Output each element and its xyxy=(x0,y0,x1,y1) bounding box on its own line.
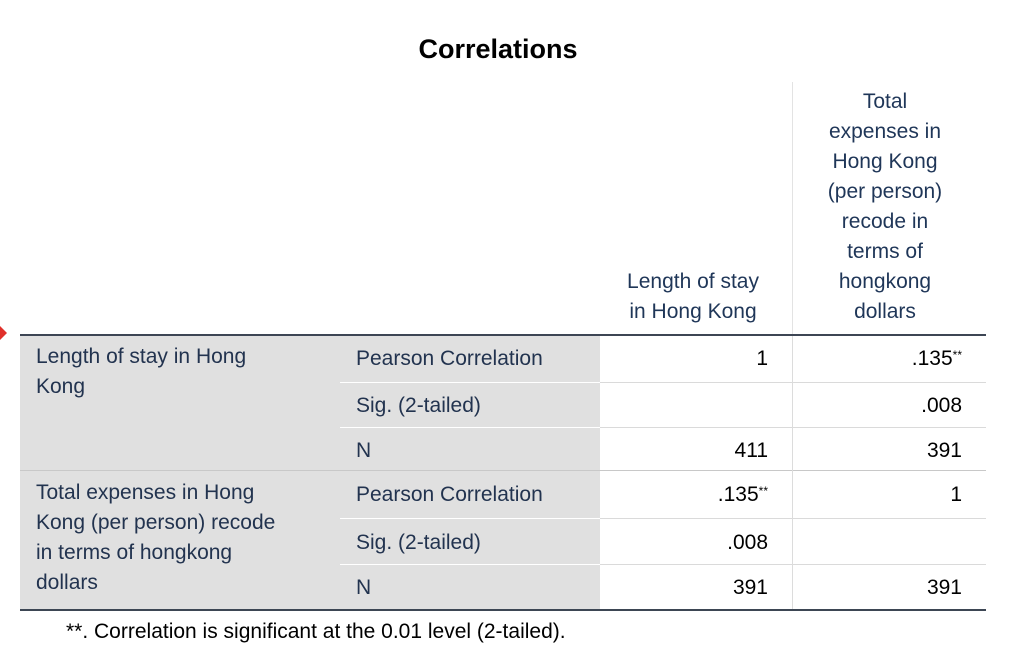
stat-label-sig: Sig. (2-tailed) xyxy=(356,531,481,554)
col-header-total-expenses: Total expenses in Hong Kong (per person)… xyxy=(827,90,943,323)
cell-value: .008 xyxy=(727,531,768,554)
stat-label-n: N xyxy=(356,576,372,599)
cell-value: 391 xyxy=(926,439,962,462)
col-header-length-of-stay: Length of stay in Hong Kong xyxy=(627,270,759,323)
row-separator-data xyxy=(600,382,986,383)
cell-value: 1 xyxy=(950,483,962,506)
stat-label-pearson: Pearson Correlation xyxy=(356,483,543,506)
cell-value: 1 xyxy=(756,347,768,370)
table-title: Correlations xyxy=(418,34,578,64)
row-separator-data xyxy=(600,564,986,565)
cell-value: .135** xyxy=(911,347,962,370)
row-group-label-total-expenses: Total expenses in Hong Kong (per person)… xyxy=(36,481,276,594)
row-group-label-length-of-stay: Length of stay in Hong Kong xyxy=(36,345,247,398)
cell-value: .135** xyxy=(717,483,768,506)
table-footnote: **. Correlation is significant at the 0.… xyxy=(66,620,566,643)
stat-label-n: N xyxy=(356,439,372,462)
table-top-border xyxy=(20,334,986,336)
row-separator-data xyxy=(600,518,986,519)
cell-value: .008 xyxy=(921,394,962,417)
cell-value: 391 xyxy=(732,576,768,599)
stat-label-pearson: Pearson Correlation xyxy=(356,347,543,370)
cell-value: 391 xyxy=(926,576,962,599)
cell-value: 411 xyxy=(734,439,768,462)
table-bottom-border xyxy=(20,609,986,611)
data-column-divider xyxy=(792,336,793,609)
stat-label-sig: Sig. (2-tailed) xyxy=(356,394,481,417)
row-pointer-marker xyxy=(0,326,7,340)
group-separator xyxy=(20,470,986,471)
row-separator-data xyxy=(600,427,986,428)
header-column-divider xyxy=(792,82,793,335)
